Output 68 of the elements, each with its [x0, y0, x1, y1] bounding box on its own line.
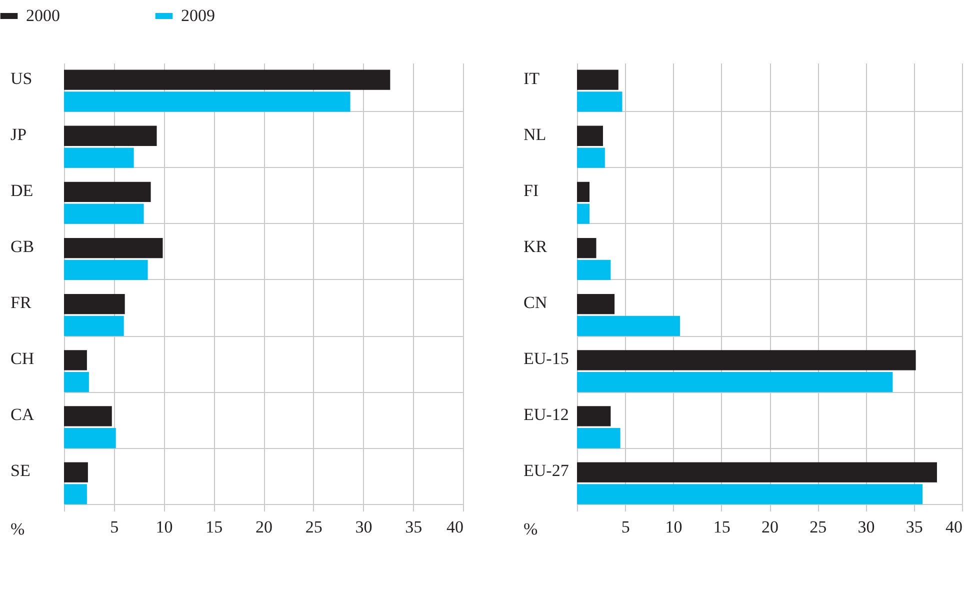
x-tick-label: 10: [665, 518, 682, 536]
bar: [577, 406, 611, 426]
bar: [64, 70, 390, 90]
x-tick-label: 30: [355, 518, 372, 536]
bar: [64, 182, 151, 202]
x-tick-label: 5: [110, 518, 119, 536]
y-tick-label: EU-12: [524, 405, 569, 424]
x-tick-label: 35: [906, 518, 923, 536]
bar: [577, 126, 603, 146]
x-tick-label: 25: [810, 518, 827, 536]
legend-label: 2000: [26, 6, 60, 25]
x-tick-label: 15: [206, 518, 223, 536]
x-tick-label: 40: [446, 518, 464, 536]
bar: [64, 204, 144, 224]
y-tick-label: EU-15: [524, 349, 569, 368]
y-tick-label: SE: [10, 461, 30, 480]
y-tick-label: IT: [524, 68, 540, 88]
bar: [577, 428, 620, 448]
bar: [64, 92, 350, 112]
legend-label: 2009: [181, 6, 215, 25]
bar: [64, 126, 157, 146]
bar: [64, 260, 148, 280]
bar: [64, 294, 125, 314]
bar: [64, 428, 116, 448]
bar: [64, 406, 112, 426]
bar: [577, 462, 937, 482]
bar: [64, 484, 87, 504]
y-tick-label: GB: [10, 236, 34, 256]
bar: [577, 350, 916, 370]
x-tick-label: 40: [946, 518, 962, 536]
y-tick-label: NL: [524, 124, 546, 144]
bar: [64, 372, 89, 392]
bar: [64, 238, 163, 258]
bar: [577, 70, 618, 90]
y-tick-label: US: [10, 68, 32, 88]
y-tick-label: KR: [524, 236, 548, 256]
x-axis-title: %: [524, 520, 538, 538]
x-tick-label: 35: [405, 518, 422, 536]
bar: [577, 148, 605, 168]
y-tick-label: CN: [524, 293, 548, 312]
x-axis-title: %: [10, 520, 25, 538]
bar: [577, 238, 596, 258]
bar: [577, 182, 590, 202]
y-tick-label: DE: [10, 180, 34, 200]
x-tick-label: 20: [256, 518, 272, 536]
y-tick-label: FR: [10, 293, 32, 312]
x-tick-label: 15: [713, 518, 730, 536]
bar: [577, 92, 622, 112]
y-tick-label: EU-27: [524, 461, 570, 480]
x-tick-label: 5: [621, 518, 630, 536]
x-tick-label: 20: [762, 518, 778, 536]
bar: [577, 372, 893, 392]
bar: [64, 148, 134, 168]
bar: [577, 294, 615, 314]
x-tick-label: 25: [305, 518, 322, 536]
bar: [64, 462, 88, 482]
bar: [64, 316, 124, 336]
y-tick-label: CH: [10, 349, 34, 368]
bar: [64, 350, 87, 370]
bar: [577, 484, 923, 504]
y-tick-label: FI: [524, 180, 539, 200]
bar: [577, 260, 611, 280]
y-tick-label: CA: [10, 405, 35, 424]
x-tick-label: 30: [858, 518, 875, 536]
bar: [577, 316, 680, 336]
y-tick-label: JP: [10, 124, 27, 144]
bar: [577, 204, 590, 224]
x-tick-label: 10: [156, 518, 173, 536]
